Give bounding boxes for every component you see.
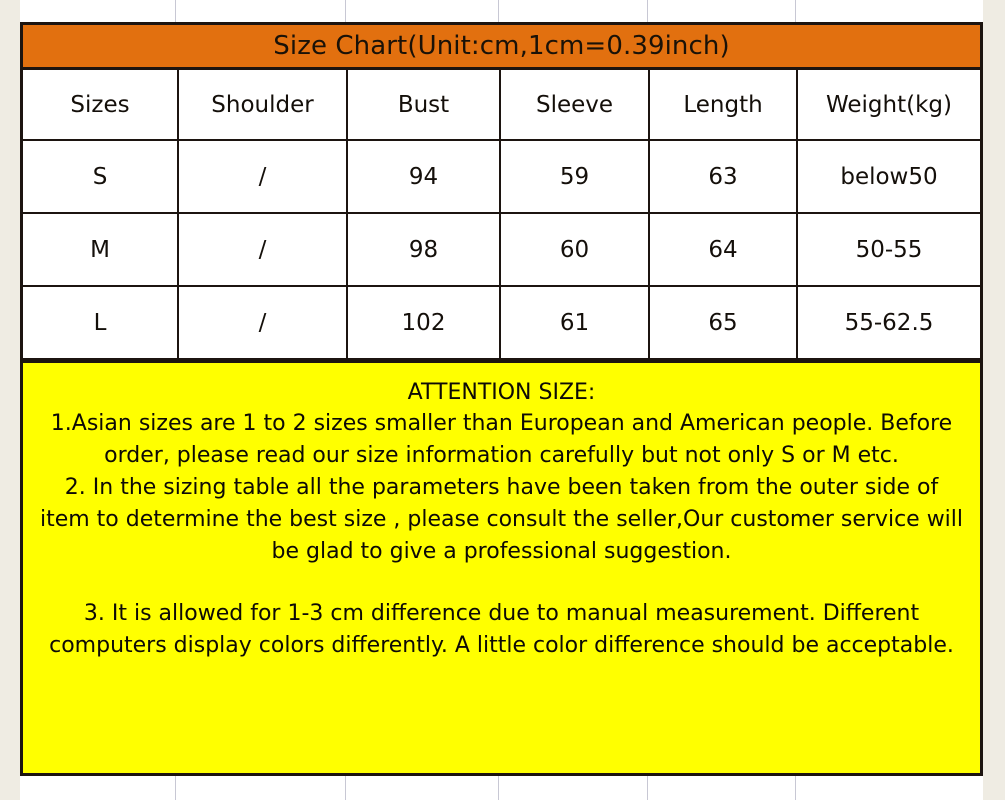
cell-shoulder: /: [177, 212, 348, 287]
cell-length: 63: [648, 139, 798, 214]
cell-shoulder: /: [177, 139, 348, 214]
cell-length: 64: [648, 212, 798, 287]
column-header-shoulder: Shoulder: [177, 70, 348, 141]
sheet-gridline-5-top: [795, 0, 796, 22]
cell-size: L: [23, 285, 179, 361]
table-row: L / 102 61 65 55-62.5: [23, 285, 980, 361]
table-header-row: Sizes Shoulder Bust Sleeve Length Weight…: [23, 70, 980, 141]
sheet-gridline-1-bottom: [175, 776, 176, 800]
sheet-row-top: [20, 0, 983, 22]
cell-bust: 98: [346, 212, 501, 287]
sheet-gridline-4-bottom: [647, 776, 648, 800]
cell-weight: below50: [796, 139, 980, 214]
cell-size: S: [23, 139, 179, 214]
cell-sleeve: 61: [499, 285, 650, 361]
attention-paragraph-3: 3. It is allowed for 1-3 cm difference d…: [49, 600, 954, 658]
table-row: M / 98 60 64 50-55: [23, 212, 980, 287]
attention-notice-block: ATTENTION SIZE: 1.Asian sizes are 1 to 2…: [23, 361, 980, 773]
cell-bust: 94: [346, 139, 501, 214]
sheet-row-bottom: [20, 776, 983, 800]
sheet-gridline-3-top: [498, 0, 499, 22]
cell-weight: 50-55: [796, 212, 980, 287]
table-row: S / 94 59 63 below50: [23, 139, 980, 214]
column-header-weight: Weight(kg): [796, 70, 980, 141]
size-measurements-table: Sizes Shoulder Bust Sleeve Length Weight…: [23, 70, 980, 361]
cell-weight: 55-62.5: [796, 285, 980, 361]
column-header-sizes: Sizes: [23, 70, 179, 141]
cell-sleeve: 60: [499, 212, 650, 287]
cell-sleeve: 59: [499, 139, 650, 214]
size-chart-title-bar: Size Chart(Unit:cm,1cm=0.39inch): [23, 25, 980, 70]
cell-bust: 102: [346, 285, 501, 361]
attention-paragraph-2: 2. In the sizing table all the parameter…: [39, 475, 964, 564]
size-chart-title: Size Chart(Unit:cm,1cm=0.39inch): [273, 31, 730, 61]
sheet-gridline-1-top: [175, 0, 176, 22]
column-header-bust: Bust: [346, 70, 501, 141]
sheet-gridline-5-bottom: [795, 776, 796, 800]
attention-heading: ATTENTION SIZE:: [407, 380, 596, 405]
sheet-gridline-3-bottom: [498, 776, 499, 800]
column-header-length: Length: [648, 70, 798, 141]
attention-paragraph-1: 1.Asian sizes are 1 to 2 sizes smaller t…: [50, 411, 953, 469]
sheet-gridline-4-top: [647, 0, 648, 22]
sheet-gridline-2-top: [345, 0, 346, 22]
sheet-gridline-2-bottom: [345, 776, 346, 800]
cell-length: 65: [648, 285, 798, 361]
column-header-sleeve: Sleeve: [499, 70, 650, 141]
cell-size: M: [23, 212, 179, 287]
size-chart-frame: Size Chart(Unit:cm,1cm=0.39inch) Sizes S…: [20, 22, 983, 776]
cell-shoulder: /: [177, 285, 348, 361]
